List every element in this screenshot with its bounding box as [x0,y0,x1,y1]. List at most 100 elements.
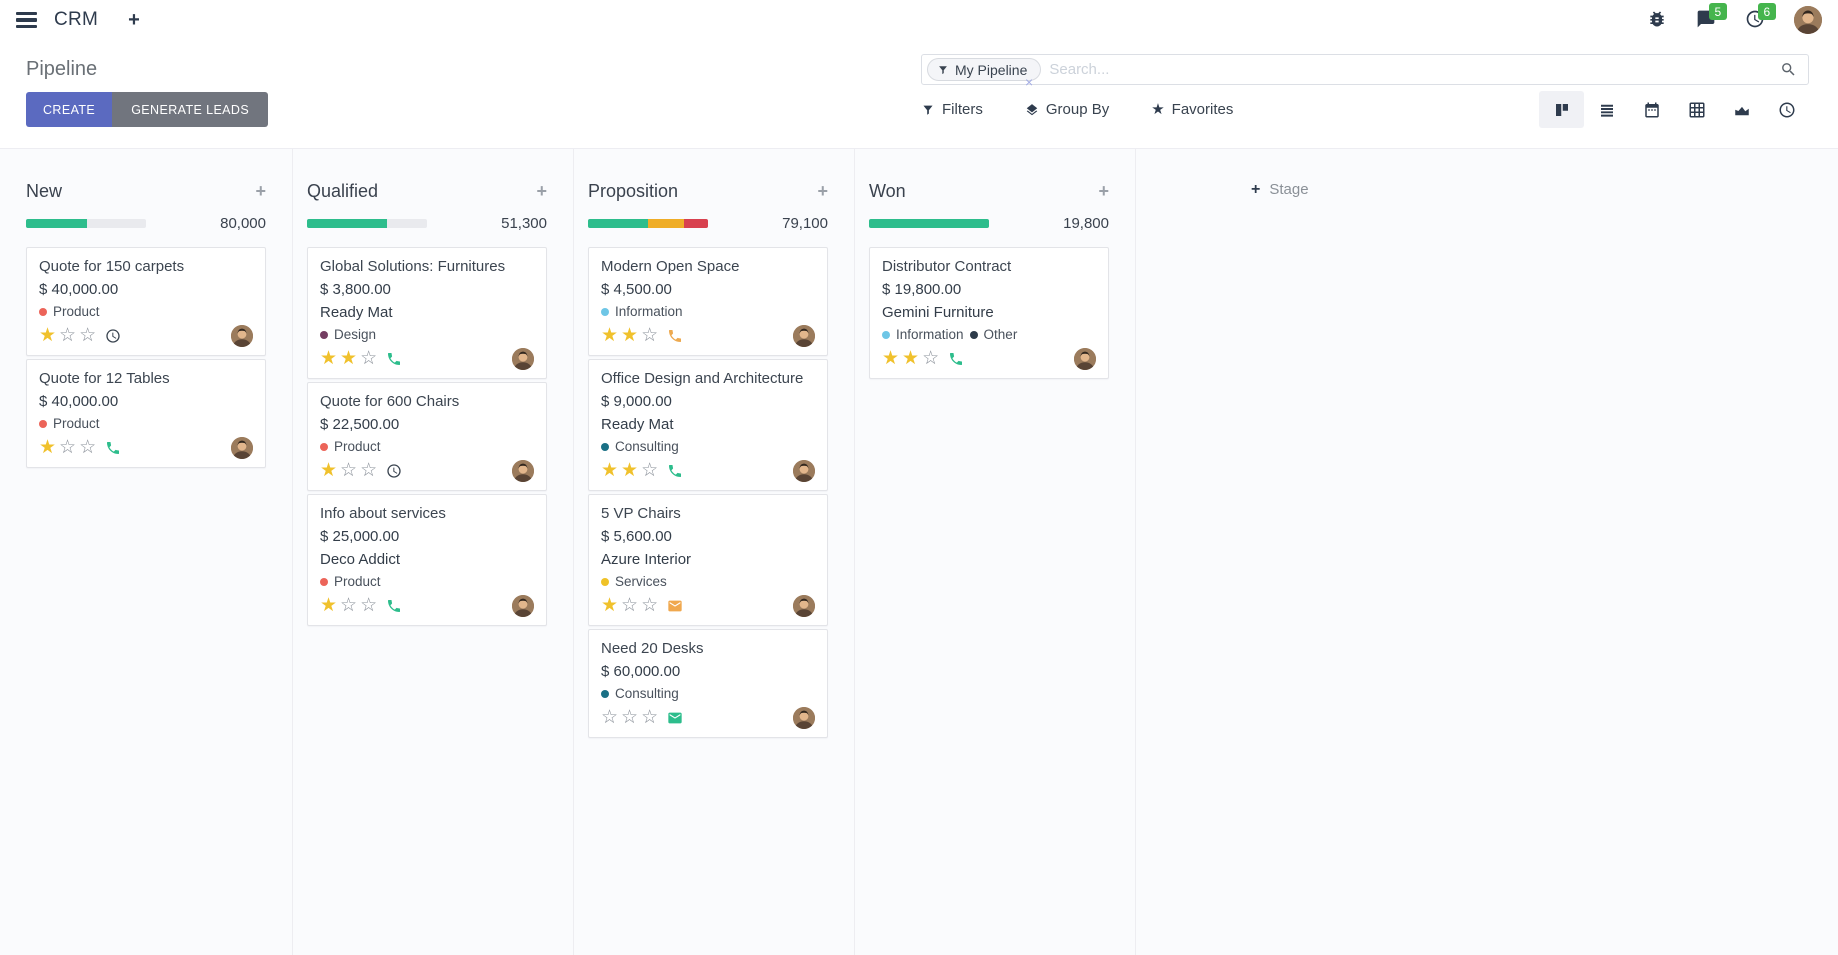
phone-activity-icon[interactable] [667,463,683,479]
kanban-card[interactable]: Office Design and Architecture $ 9,000.0… [588,359,828,491]
priority-star-icon[interactable]: ☆ [79,437,97,458]
add-tab-icon[interactable]: + [128,8,140,31]
generate-leads-button[interactable]: GENERATE LEADS [112,92,269,127]
card-avatar[interactable] [793,460,815,482]
priority-star-icon[interactable]: ☆ [360,460,378,481]
card-avatar[interactable] [512,348,534,370]
pivot-view-icon[interactable] [1674,91,1719,128]
filters-menu[interactable]: Filters [921,101,983,118]
remove-facet-icon[interactable]: × [1025,74,1034,90]
card-avatar[interactable] [1074,348,1096,370]
column-progressbar[interactable] [869,219,989,228]
column-quick-add-button[interactable]: + [536,181,547,201]
priority-star-icon[interactable]: ★ [621,460,639,481]
progress-segment[interactable] [26,219,88,228]
priority-star-icon[interactable]: ☆ [641,707,659,728]
priority-star-icon[interactable]: ☆ [79,325,97,346]
priority-star-icon[interactable]: ☆ [340,460,358,481]
column-quick-add-button[interactable]: + [1098,181,1109,201]
apps-menu-icon[interactable] [16,11,37,29]
progress-segment[interactable] [307,219,388,228]
column-title[interactable]: Proposition [588,181,679,201]
app-name[interactable]: CRM [54,9,99,30]
activity-view-icon[interactable] [1764,91,1809,128]
priority-star-icon[interactable]: ★ [621,325,639,346]
envelope-activity-icon[interactable] [667,710,683,726]
favorites-menu[interactable]: ★ Favorites [1151,101,1233,118]
column-progressbar[interactable] [307,219,427,228]
priority-star-icon[interactable]: ★ [340,348,358,369]
phone-activity-icon[interactable] [948,351,964,367]
priority-star-icon[interactable]: ★ [320,595,338,616]
priority-star-icon[interactable]: ☆ [621,595,639,616]
search-icon[interactable] [1780,61,1797,78]
list-view-icon[interactable] [1584,91,1629,128]
kanban-card[interactable]: Info about services $ 25,000.00 Deco Add… [307,494,547,626]
envelope-activity-icon[interactable] [667,598,683,614]
graph-view-icon[interactable] [1719,91,1764,128]
phone-activity-icon[interactable] [667,328,683,344]
kanban-card[interactable]: Modern Open Space $ 4,500.00 Information… [588,247,828,356]
priority-star-icon[interactable]: ☆ [59,325,77,346]
priority-star-icon[interactable]: ☆ [641,595,659,616]
search-bar[interactable]: My Pipeline × [921,54,1809,89]
card-avatar[interactable] [793,595,815,617]
progress-segment[interactable] [869,219,989,228]
priority-star-icon[interactable]: ☆ [360,595,378,616]
priority-star-icon[interactable]: ☆ [340,595,358,616]
priority-star-icon[interactable]: ☆ [641,460,659,481]
card-avatar[interactable] [512,595,534,617]
column-title[interactable]: Qualified [307,181,379,201]
messages-icon[interactable]: 5 [1696,3,1727,31]
column-progressbar[interactable] [588,219,708,228]
kanban-card[interactable]: Need 20 Desks $ 60,000.00 Consulting ☆ ☆ ☆ [588,629,828,738]
kanban-card[interactable]: Global Solutions: Furnitures $ 3,800.00 … [307,247,547,379]
card-avatar[interactable] [231,437,253,459]
priority-star-icon[interactable]: ★ [320,348,338,369]
phone-activity-icon[interactable] [105,440,121,456]
progress-segment[interactable] [648,219,684,228]
priority-star-icon[interactable]: ★ [320,460,338,481]
column-quick-add-button[interactable]: + [255,181,266,201]
group-by-menu[interactable]: Group By [1025,101,1109,118]
kanban-card[interactable]: Quote for 12 Tables $ 40,000.00 Product … [26,359,266,468]
column-title[interactable]: New [26,181,63,201]
create-button[interactable]: CREATE [26,92,113,127]
phone-activity-icon[interactable] [386,598,402,614]
user-avatar[interactable] [1794,6,1822,34]
card-avatar[interactable] [793,325,815,347]
debug-bug-icon[interactable] [1647,9,1669,31]
priority-star-icon[interactable]: ☆ [59,437,77,458]
search-input[interactable] [1049,61,1780,78]
column-title[interactable]: Won [869,181,906,201]
search-facet-my-pipeline[interactable]: My Pipeline [927,58,1042,81]
clock-activity-icon[interactable] [386,463,402,479]
priority-star-icon[interactable]: ★ [601,595,619,616]
priority-star-icon[interactable]: ★ [902,348,920,369]
kanban-card[interactable]: Distributor Contract $ 19,800.00 Gemini … [869,247,1109,379]
progress-segment[interactable] [684,219,708,228]
card-avatar[interactable] [512,460,534,482]
clock-activity-icon[interactable] [105,328,121,344]
progress-segment[interactable] [588,219,648,228]
priority-star-icon[interactable]: ☆ [601,707,619,728]
priority-star-icon[interactable]: ☆ [621,707,639,728]
priority-star-icon[interactable]: ★ [882,348,900,369]
priority-star-icon[interactable]: ★ [601,460,619,481]
kanban-card[interactable]: Quote for 600 Chairs $ 22,500.00 Product… [307,382,547,491]
priority-star-icon[interactable]: ☆ [922,348,940,369]
priority-star-icon[interactable]: ☆ [360,348,378,369]
column-progressbar[interactable] [26,219,146,228]
priority-star-icon[interactable]: ★ [39,437,57,458]
activities-clock-icon[interactable]: 6 [1745,3,1776,31]
phone-activity-icon[interactable] [386,351,402,367]
kanban-card[interactable]: 5 VP Chairs $ 5,600.00 Azure Interior Se… [588,494,828,626]
kanban-view-icon[interactable] [1539,91,1584,128]
card-avatar[interactable] [793,707,815,729]
calendar-view-icon[interactable] [1629,91,1674,128]
card-avatar[interactable] [231,325,253,347]
column-quick-add-button[interactable]: + [817,181,828,201]
priority-star-icon[interactable]: ★ [601,325,619,346]
kanban-card[interactable]: Quote for 150 carpets $ 40,000.00 Produc… [26,247,266,356]
priority-star-icon[interactable]: ☆ [641,325,659,346]
